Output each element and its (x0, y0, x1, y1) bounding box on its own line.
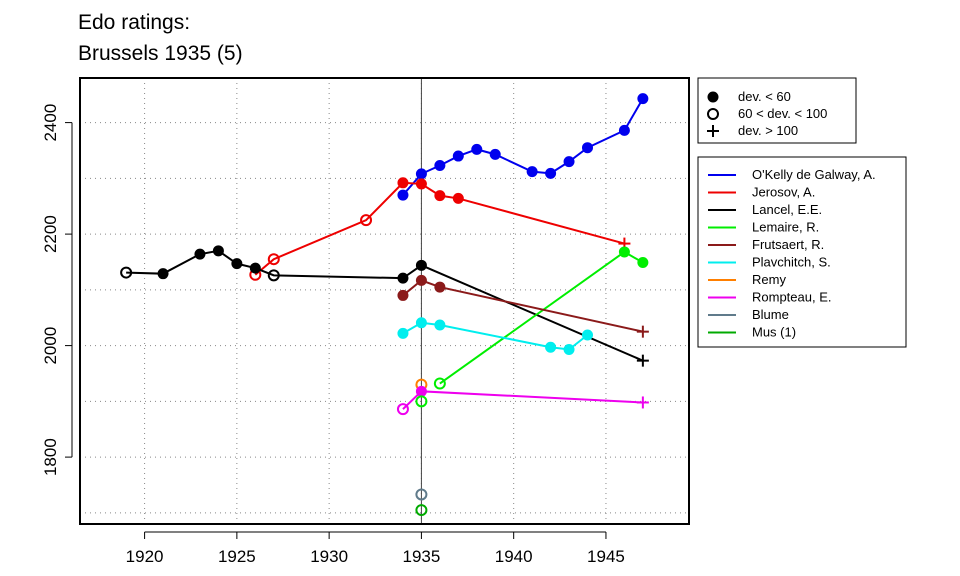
grid-lines (80, 78, 689, 524)
data-point (618, 124, 630, 136)
data-point (526, 166, 538, 178)
series-line (402, 390, 643, 410)
series-mus-1 (415, 504, 428, 517)
legend-label: Plavchitch, S. (752, 255, 831, 270)
data-point (545, 167, 557, 179)
marker-legend-label: dev. > 100 (738, 123, 798, 138)
data-point (397, 327, 409, 339)
legend-label: Frutsaert, R. (752, 237, 824, 252)
data-point (397, 289, 409, 301)
series-jerosov-a (249, 177, 631, 281)
marker-legend-label: dev. < 60 (738, 89, 791, 104)
data-point (397, 189, 409, 201)
y-tick-label: 2400 (41, 104, 60, 142)
y-tick-label: 2200 (41, 215, 60, 253)
data-point (637, 93, 649, 105)
series-blume (415, 488, 428, 501)
series-legend: O'Kelly de Galway, A. Jerosov, A. Lancel, … (697, 156, 907, 348)
data-point (434, 160, 446, 172)
data-point (415, 385, 427, 397)
marker-legend-box (697, 77, 857, 144)
marker-legend: dev. < 60 60 < dev. < 100 dev. > 100 (697, 77, 857, 144)
data-point (582, 329, 593, 341)
plot-frame (79, 77, 690, 525)
series-rompteau-e (396, 385, 649, 416)
data-point (433, 377, 446, 390)
series-plavchitch-s (397, 317, 593, 356)
data-point (157, 268, 169, 280)
data-point (415, 504, 428, 517)
data-point (545, 341, 557, 353)
marker-legend-symbol (707, 108, 719, 120)
data-point (452, 150, 464, 162)
series-line (126, 249, 644, 362)
legend-label: Rompteau, E. (752, 290, 832, 305)
legend-label: Blume (752, 307, 789, 322)
x-tick-label: 1935 (402, 547, 440, 566)
series-frutsaert-r (397, 274, 649, 338)
data-point (434, 281, 446, 293)
data-point (415, 395, 428, 408)
legend-label: O'Kelly de Galway, A. (752, 167, 876, 182)
series-o-kelly-de-galway-a (397, 93, 649, 201)
x-tick-label: 1940 (495, 547, 533, 566)
data-point (267, 253, 280, 266)
x-tick-label: 1925 (218, 547, 256, 566)
data-point (618, 246, 630, 258)
series-lancel-e-e (120, 245, 649, 367)
data-point (582, 142, 593, 154)
data-point (396, 403, 409, 416)
data-point (415, 274, 427, 286)
data-point (120, 266, 133, 279)
data-point (249, 262, 261, 274)
x-tick-label: 1920 (126, 547, 164, 566)
data-point (452, 192, 464, 204)
data-point (434, 190, 446, 202)
x-tick-label: 1945 (587, 547, 625, 566)
legend-label: Mus (1) (752, 325, 796, 340)
data-point (267, 269, 280, 282)
axes: 1920 1925 1930 1935 1940 1945 1800 2000 2200 2400 (41, 104, 625, 566)
data-point (231, 258, 243, 270)
data-point (397, 177, 409, 189)
data-point (415, 488, 428, 501)
data-point (212, 245, 224, 257)
legend-label: Remy (752, 272, 786, 287)
chart-title-line2: Brussels 1935 (5) (78, 42, 243, 65)
marker-legend-symbol (707, 125, 719, 137)
data-point (563, 156, 575, 168)
y-tick-label: 2000 (41, 327, 60, 365)
marker-legend-label: 60 < dev. < 100 (738, 106, 827, 121)
series-lemaire-r (433, 246, 649, 390)
legend-label: Lancel, E.E. (752, 202, 822, 217)
data-point (415, 178, 427, 190)
data-point (563, 344, 575, 356)
chart-title-line1: Edo ratings: (78, 11, 191, 34)
data-point (489, 148, 501, 160)
legend-label: Lemaire, R. (752, 220, 819, 235)
x-tick-label: 1930 (310, 547, 348, 566)
series-line (402, 279, 644, 333)
data-point (360, 214, 373, 227)
data-point (415, 317, 427, 329)
data-point (471, 143, 483, 155)
series-lines (120, 93, 649, 517)
data-point (194, 248, 206, 260)
data-point (434, 319, 446, 331)
data-point (415, 168, 427, 180)
data-point (397, 272, 409, 284)
marker-legend-symbol (707, 91, 719, 103)
data-point (415, 259, 427, 271)
data-point (636, 354, 649, 367)
series-line (402, 98, 644, 196)
legend-label: Jerosov, A. (752, 185, 815, 200)
data-point (637, 257, 649, 269)
data-point (636, 396, 649, 409)
data-point (636, 325, 649, 338)
y-tick-label: 1800 (41, 438, 60, 476)
